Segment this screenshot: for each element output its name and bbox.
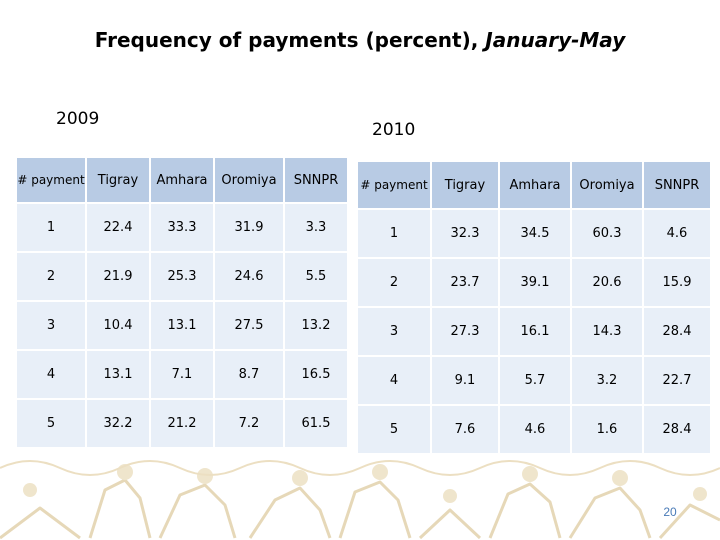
cell: 60.3 xyxy=(572,210,642,257)
cell: 3.2 xyxy=(572,357,642,404)
table-row: 2 23.7 39.1 20.6 15.9 xyxy=(358,259,710,306)
cell: 7.1 xyxy=(151,351,213,398)
cell: 27.5 xyxy=(215,302,283,349)
cell: 28.4 xyxy=(644,406,710,453)
table-row: 1 22.4 33.3 31.9 3.3 xyxy=(17,204,347,251)
table-2009: # payment Tigray Amhara Oromiya SNNPR 1 … xyxy=(15,156,349,449)
cell: 5.5 xyxy=(285,253,347,300)
decorative-figures-border xyxy=(0,460,720,540)
header-tigray: Tigray xyxy=(432,162,498,208)
page-number: 20 xyxy=(663,505,677,519)
cell: 1 xyxy=(17,204,85,251)
table-row: 5 32.2 21.2 7.2 61.5 xyxy=(17,400,347,447)
table-2010: # payment Tigray Amhara Oromiya SNNPR 1 … xyxy=(356,160,712,455)
table-row: 3 10.4 13.1 27.5 13.2 xyxy=(17,302,347,349)
cell: 5.7 xyxy=(500,357,570,404)
cell: 4.6 xyxy=(500,406,570,453)
cell: 23.7 xyxy=(432,259,498,306)
cell: 34.5 xyxy=(500,210,570,257)
table-row: 2 21.9 25.3 24.6 5.5 xyxy=(17,253,347,300)
table-header-row: # payment Tigray Amhara Oromiya SNNPR xyxy=(17,158,347,202)
cell: 25.3 xyxy=(151,253,213,300)
header-amhara: Amhara xyxy=(151,158,213,202)
cell: 32.3 xyxy=(432,210,498,257)
header-payment: # payment xyxy=(358,162,430,208)
cell: 16.1 xyxy=(500,308,570,355)
table-row: 4 13.1 7.1 8.7 16.5 xyxy=(17,351,347,398)
cell: 3.3 xyxy=(285,204,347,251)
header-oromiya: Oromiya xyxy=(215,158,283,202)
cell: 13.1 xyxy=(87,351,149,398)
cell: 13.2 xyxy=(285,302,347,349)
cell: 4 xyxy=(358,357,430,404)
cell: 27.3 xyxy=(432,308,498,355)
title-main: Frequency of payments (percent), xyxy=(94,28,486,52)
table-row: 4 9.1 5.7 3.2 22.7 xyxy=(358,357,710,404)
cell: 7.2 xyxy=(215,400,283,447)
cell: 8.7 xyxy=(215,351,283,398)
table-header-row: # payment Tigray Amhara Oromiya SNNPR xyxy=(358,162,710,208)
header-tigray: Tigray xyxy=(87,158,149,202)
table-row: 5 7.6 4.6 1.6 28.4 xyxy=(358,406,710,453)
header-snnpr: SNNPR xyxy=(644,162,710,208)
cell: 21.9 xyxy=(87,253,149,300)
cell: 10.4 xyxy=(87,302,149,349)
cell: 3 xyxy=(17,302,85,349)
cell: 61.5 xyxy=(285,400,347,447)
table-row: 3 27.3 16.1 14.3 28.4 xyxy=(358,308,710,355)
cell: 14.3 xyxy=(572,308,642,355)
cell: 22.4 xyxy=(87,204,149,251)
table-row: 1 32.3 34.5 60.3 4.6 xyxy=(358,210,710,257)
cell: 16.5 xyxy=(285,351,347,398)
cell: 13.1 xyxy=(151,302,213,349)
title-italic: January-May xyxy=(485,28,626,52)
cell: 24.6 xyxy=(215,253,283,300)
header-payment: # payment xyxy=(17,158,85,202)
header-snnpr: SNNPR xyxy=(285,158,347,202)
cell: 1 xyxy=(358,210,430,257)
cell: 9.1 xyxy=(432,357,498,404)
cell: 7.6 xyxy=(432,406,498,453)
year-label-2010: 2010 xyxy=(372,120,416,140)
cell: 32.2 xyxy=(87,400,149,447)
cell: 20.6 xyxy=(572,259,642,306)
cell: 28.4 xyxy=(644,308,710,355)
cell: 31.9 xyxy=(215,204,283,251)
cell: 2 xyxy=(358,259,430,306)
cell: 2 xyxy=(17,253,85,300)
cell: 22.7 xyxy=(644,357,710,404)
cell: 15.9 xyxy=(644,259,710,306)
cell: 21.2 xyxy=(151,400,213,447)
cell: 5 xyxy=(17,400,85,447)
cell: 4 xyxy=(17,351,85,398)
slide-title: Frequency of payments (percent), January… xyxy=(0,28,720,52)
year-label-2009: 2009 xyxy=(56,109,100,129)
cell: 3 xyxy=(358,308,430,355)
header-amhara: Amhara xyxy=(500,162,570,208)
cell: 33.3 xyxy=(151,204,213,251)
header-oromiya: Oromiya xyxy=(572,162,642,208)
cell: 5 xyxy=(358,406,430,453)
cell: 4.6 xyxy=(644,210,710,257)
cell: 1.6 xyxy=(572,406,642,453)
cell: 39.1 xyxy=(500,259,570,306)
